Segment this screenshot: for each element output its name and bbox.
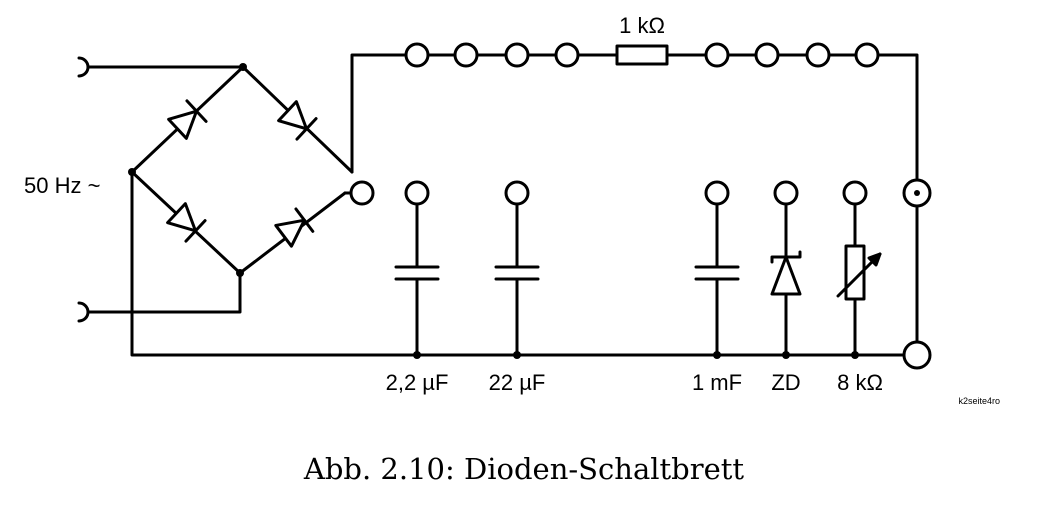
socket-top-5 <box>704 42 730 68</box>
socket-cap-22uf <box>504 180 530 206</box>
diode-bottom-left <box>166 202 207 243</box>
diode-top-right <box>277 100 318 141</box>
junction-dot <box>713 351 721 359</box>
socket-top-1 <box>404 42 430 68</box>
label-pot: 8 kΩ <box>837 370 883 395</box>
socket-right-ground <box>902 340 932 370</box>
socket-bridge-output <box>349 180 375 206</box>
socket-top-4 <box>554 42 580 68</box>
socket-zener <box>773 180 799 206</box>
label-zener: ZD <box>771 370 800 395</box>
label-resistor-top: 1 kΩ <box>619 13 665 38</box>
junction-dot <box>239 63 247 71</box>
socket-cap-1mf <box>704 180 730 206</box>
wire-input-bottom <box>86 271 242 314</box>
junction-dot <box>413 351 421 359</box>
wire-top-rail <box>350 53 919 357</box>
socket-pot <box>842 180 868 206</box>
zener-diode <box>770 250 802 296</box>
junction-dot <box>851 351 859 359</box>
label-cap-2-2uf: 2,2 µF <box>386 370 449 395</box>
wire-bottom-rail <box>130 170 910 357</box>
label-cap-1mf: 1 mF <box>692 370 742 395</box>
label-cap-22uf: 22 µF <box>489 370 546 395</box>
socket-top-7 <box>805 42 831 68</box>
socket-top-2 <box>453 42 479 68</box>
socket-top-6 <box>754 42 780 68</box>
socket-center-dot <box>914 190 920 196</box>
label-source: 50 Hz ~ <box>24 173 100 198</box>
diode-top-left <box>167 99 208 140</box>
junction-dot <box>782 351 790 359</box>
socket-cap-2-2uf <box>404 180 430 206</box>
figure-caption: Abb. 2.10: Dioden-Schaltbrett <box>303 452 745 486</box>
resistor-1k <box>615 44 669 66</box>
socket-top-8 <box>854 42 880 68</box>
capacitor-1mf <box>694 265 740 281</box>
capacitor-2-2uf <box>394 265 440 281</box>
junction-dot <box>128 168 136 176</box>
junction-dot <box>236 269 244 277</box>
junction-dot <box>513 351 521 359</box>
potentiometer <box>836 244 882 301</box>
socket-top-3 <box>504 42 530 68</box>
capacitor-22uf <box>494 265 540 281</box>
label-tag: k2seite4ro <box>958 396 1000 406</box>
diode-bottom-right <box>274 207 315 248</box>
